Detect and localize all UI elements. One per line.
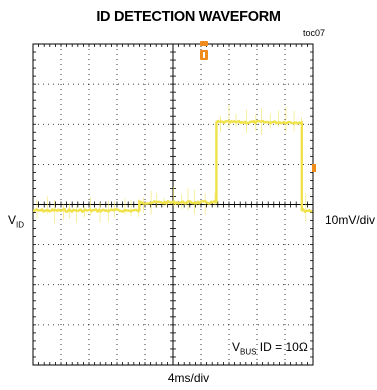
vertical-scale-label: 10mV/div xyxy=(325,213,376,227)
time-scale-label: 4ms/div xyxy=(167,371,210,385)
condition-annotation: VBUS ID = 10Ω xyxy=(232,340,308,357)
waveform-trace xyxy=(32,104,313,224)
waveform-line xyxy=(32,119,313,213)
plot-grid xyxy=(32,43,314,366)
chart-title: ID DETECTION WAVEFORM xyxy=(96,9,281,25)
level-marker xyxy=(312,164,316,172)
channel-label: VID xyxy=(8,213,25,230)
figure-code: toc07 xyxy=(302,28,325,38)
plot-markers xyxy=(200,41,316,172)
trigger-marker xyxy=(200,41,208,60)
